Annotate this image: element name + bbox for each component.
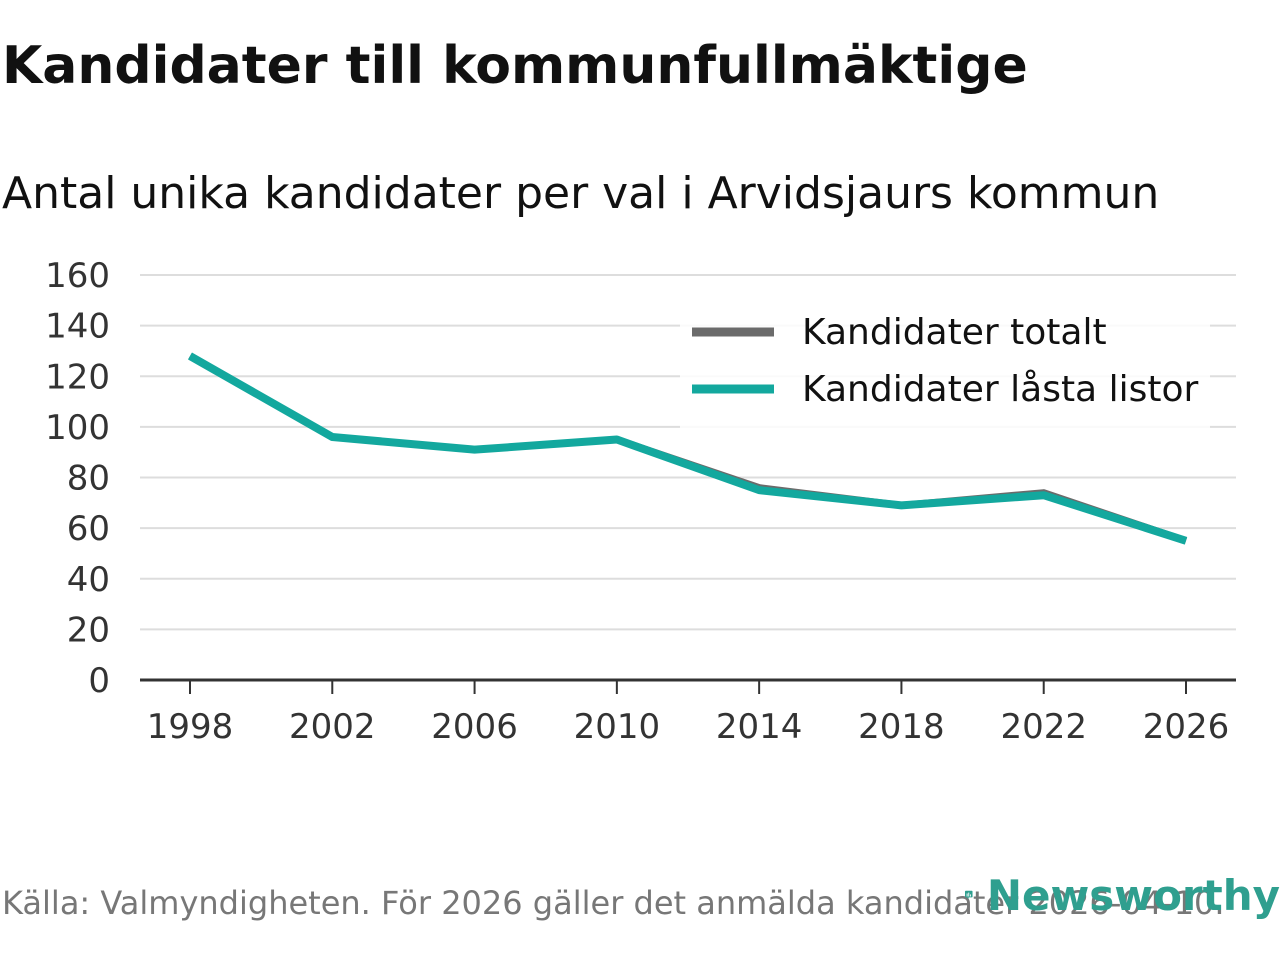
- x-tick-label: 2006: [431, 707, 518, 747]
- newsworthy-logo: Newsworthy: [965, 863, 1280, 927]
- y-tick-label: 120: [45, 357, 110, 397]
- x-tick-label: 1998: [147, 707, 234, 747]
- x-tick-label: 2010: [574, 707, 661, 747]
- y-tick-label: 100: [45, 408, 110, 448]
- x-tick-label: 2022: [1000, 707, 1087, 747]
- series-lines: [188, 352, 1188, 545]
- x-tick-label: 2002: [289, 707, 376, 747]
- y-axis-ticks: 0 20 40 60 80 100 120 140 160: [45, 256, 110, 701]
- series-line-locked-lists: [188, 352, 1188, 545]
- newsworthy-logo-icon: [965, 890, 973, 900]
- legend-label: Kandidater totalt: [802, 312, 1107, 353]
- chart-title: Kandidater till kommunfullmäktige: [2, 36, 1028, 96]
- source-note: Källa: Valmyndigheten. För 2026 gäller d…: [2, 884, 1225, 922]
- y-tick-label: 40: [67, 560, 110, 600]
- x-tick-label: 2018: [858, 707, 945, 747]
- line-chart: 0 20 40 60 80 100 120 140 160 1998 2002 2006 2010 20…: [45, 256, 1236, 747]
- chart-subtitle: Antal unika kandidater per val i Arvidsj…: [2, 168, 1160, 219]
- x-axis: 1998 2002 2006 2010 2014 2018 2022 2026: [140, 678, 1236, 747]
- legend-label: Kandidater låsta listor: [802, 369, 1198, 410]
- y-tick-label: 160: [45, 256, 110, 296]
- legend: Kandidater totalt Kandidater låsta listor: [680, 308, 1210, 428]
- brand-name: Newsworthy: [986, 870, 1280, 920]
- y-tick-label: 20: [67, 610, 110, 650]
- y-tick-label: 0: [88, 661, 110, 701]
- x-tick-label: 2014: [716, 707, 803, 747]
- y-tick-label: 140: [45, 307, 110, 347]
- y-tick-label: 60: [67, 509, 110, 549]
- x-tick-label: 2026: [1143, 707, 1230, 747]
- y-tick-label: 80: [67, 459, 110, 499]
